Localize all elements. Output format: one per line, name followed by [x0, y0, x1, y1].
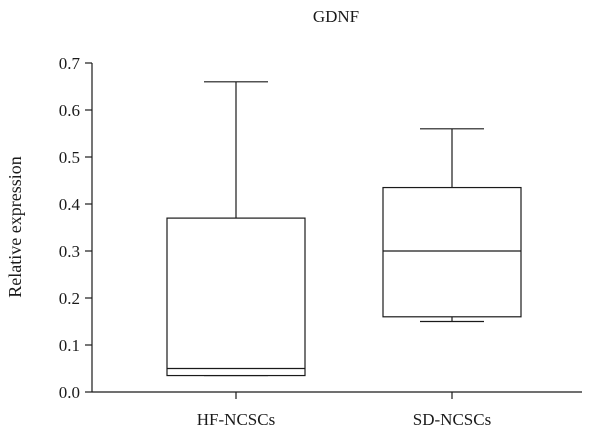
chart-title: GDNF — [313, 7, 359, 26]
y-tick-label: 0.2 — [59, 289, 80, 308]
y-tick-label: 0.1 — [59, 336, 80, 355]
x-axis-ticks: HF-NCSCs SD-NCSCs — [197, 392, 491, 429]
x-tick-label: SD-NCSCs — [413, 410, 491, 429]
x-axis: HF-NCSCs SD-NCSCs — [92, 391, 582, 429]
boxes — [166, 81, 522, 377]
y-tick-label: 0.5 — [59, 148, 80, 167]
y-axis-label: Relative expression — [5, 156, 25, 297]
box-hf-ncscs — [166, 81, 306, 377]
y-tick-label: 0.4 — [59, 195, 81, 214]
y-tick-label: 0.3 — [59, 242, 80, 261]
y-tick-label: 0.0 — [59, 383, 80, 402]
y-axis-ticks: 0.0 0.1 0.2 0.3 0.4 0.5 0.6 0.7 — [59, 54, 92, 402]
x-tick-label: HF-NCSCs — [197, 410, 275, 429]
iqr-box — [382, 186, 522, 318]
y-axis: 0.0 0.1 0.2 0.3 0.4 0.5 0.6 0.7 — [59, 54, 93, 402]
box-sd-ncscs — [382, 128, 522, 323]
iqr-box — [166, 217, 306, 377]
y-tick-label: 0.6 — [59, 101, 80, 120]
y-tick-label: 0.7 — [59, 54, 81, 73]
